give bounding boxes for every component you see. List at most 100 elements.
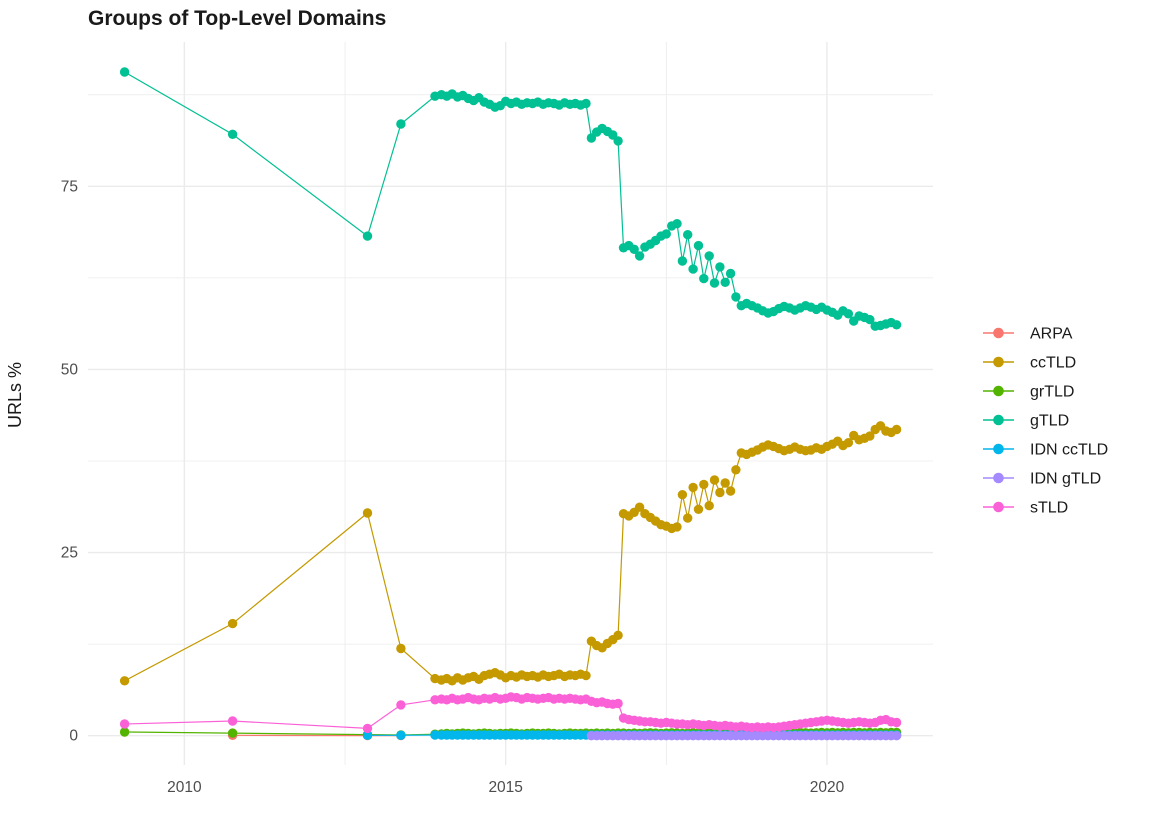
data-point (672, 219, 682, 229)
data-point (683, 230, 693, 240)
data-point (661, 229, 671, 239)
data-point (227, 129, 238, 139)
data-point (704, 501, 714, 511)
data-point (581, 670, 591, 681)
y-tick-label: 25 (61, 545, 78, 562)
legend-label: sTLD (1030, 500, 1068, 517)
series-line (124, 425, 897, 682)
data-point (843, 438, 854, 448)
data-series-layer (119, 67, 902, 741)
series-gtld (119, 67, 902, 331)
y-axis-title: URLs % (5, 362, 25, 428)
legend-key-dot (993, 385, 1004, 397)
legend-item-idn-gtld: IDN gTLD (983, 471, 1101, 488)
legend-label: grTLD (1030, 384, 1074, 401)
series-stld (119, 692, 902, 734)
data-point (891, 731, 902, 741)
data-point (227, 618, 238, 629)
data-point (362, 723, 373, 734)
data-point (396, 730, 406, 740)
data-point (720, 478, 730, 488)
data-point (720, 277, 730, 287)
legend-item-stld: sTLD (983, 500, 1068, 517)
legend-key-dot (993, 356, 1004, 368)
data-point (891, 424, 902, 435)
data-point (699, 479, 709, 490)
data-point (715, 487, 725, 498)
data-point (699, 273, 709, 284)
legend-key-dot (993, 501, 1004, 513)
data-point (677, 490, 688, 500)
data-point (396, 643, 406, 654)
data-point (227, 728, 238, 738)
data-point (843, 309, 854, 319)
axis-tick-labels: 0 25 50 75 2010 2015 2020 (61, 178, 845, 796)
data-point (634, 502, 645, 512)
data-point (634, 251, 645, 261)
data-point (613, 630, 623, 640)
legend-item-idn-cctld: IDN ccTLD (983, 442, 1108, 459)
data-point (725, 486, 736, 496)
data-point (725, 268, 736, 279)
data-point (715, 262, 725, 272)
legend-key-dot (993, 327, 1004, 339)
data-point (672, 522, 682, 532)
data-point (396, 119, 406, 129)
legend-item-arpa: ARPA (983, 326, 1073, 343)
series-idn-gtld (586, 731, 902, 741)
chart-title: Groups of Top-Level Domains (88, 7, 386, 30)
data-point (891, 717, 902, 728)
legend-item-cctld: ccTLD (983, 355, 1076, 372)
data-point (688, 264, 698, 274)
data-point (731, 465, 741, 475)
x-tick-label: 2020 (810, 779, 845, 796)
legend-key-dot (993, 472, 1004, 484)
data-point (396, 700, 406, 710)
legend-item-gtld: gTLD (983, 413, 1069, 430)
data-point (709, 278, 720, 288)
major-gridlines (88, 42, 933, 765)
data-point (693, 240, 704, 251)
legend-label: gTLD (1030, 413, 1069, 430)
legend-key-dot (993, 443, 1004, 455)
data-point (731, 292, 741, 302)
data-point (581, 98, 591, 109)
data-point (119, 727, 130, 737)
data-point (683, 513, 693, 523)
data-point (677, 256, 688, 266)
data-point (613, 698, 623, 709)
minor-gridlines (88, 42, 933, 765)
x-tick-label: 2015 (488, 779, 522, 796)
data-point (629, 244, 639, 254)
data-point (865, 314, 875, 325)
legend-label: IDN gTLD (1030, 471, 1101, 488)
y-tick-label: 75 (61, 178, 78, 195)
data-point (693, 504, 704, 514)
legend-label: IDN ccTLD (1030, 442, 1108, 459)
y-tick-label: 0 (69, 728, 78, 745)
legend-key-dot (993, 414, 1004, 426)
legend-label: ARPA (1030, 326, 1073, 343)
x-tick-label: 2010 (167, 779, 202, 796)
data-point (891, 320, 902, 330)
series-cctld (119, 421, 902, 686)
data-point (709, 475, 720, 485)
legend: ARPA ccTLD grTLD gTLD IDN ccTLD IDN gTLD sTLD (983, 326, 1108, 517)
series-line (124, 71, 897, 327)
data-point (704, 251, 714, 261)
data-point (865, 431, 875, 441)
data-point (362, 730, 373, 740)
legend-label: ccTLD (1030, 355, 1076, 372)
data-point (613, 136, 623, 146)
data-point (362, 231, 373, 241)
data-point (119, 676, 130, 686)
legend-item-grtld: grTLD (983, 384, 1074, 401)
data-point (227, 716, 238, 726)
y-tick-label: 50 (61, 361, 79, 378)
data-point (362, 508, 373, 518)
data-point (119, 67, 130, 77)
data-point (688, 482, 698, 493)
data-point (119, 719, 130, 729)
